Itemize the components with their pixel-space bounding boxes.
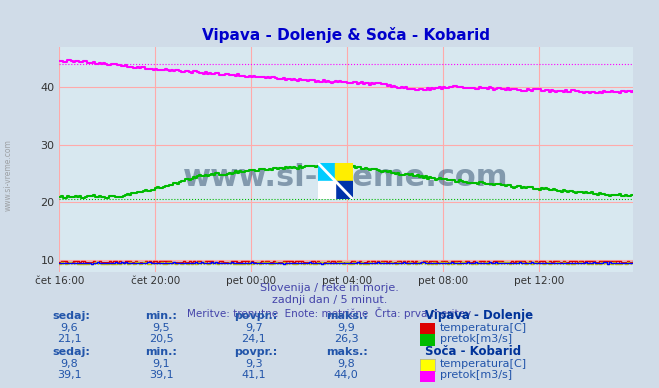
Bar xyxy=(318,181,335,199)
Text: Slovenija / reke in morje.: Slovenija / reke in morje. xyxy=(260,283,399,293)
Text: 9,6: 9,6 xyxy=(61,322,78,333)
Text: temperatura[C]: temperatura[C] xyxy=(440,322,527,333)
Text: www.si-vreme.com: www.si-vreme.com xyxy=(3,139,13,211)
Text: temperatura[C]: temperatura[C] xyxy=(440,359,527,369)
Text: 24,1: 24,1 xyxy=(241,334,266,344)
Text: pretok[m3/s]: pretok[m3/s] xyxy=(440,370,512,380)
Text: Meritve: trenutne  Enote: metrične  Črta: prva meritev: Meritve: trenutne Enote: metrične Črta: … xyxy=(187,307,472,319)
Text: 9,8: 9,8 xyxy=(61,359,78,369)
Text: 21,1: 21,1 xyxy=(57,334,82,344)
Text: min.:: min.: xyxy=(145,347,177,357)
Text: sedaj:: sedaj: xyxy=(53,311,90,321)
Text: Soča - Kobarid: Soča - Kobarid xyxy=(425,345,521,358)
Text: 44,0: 44,0 xyxy=(333,370,358,380)
Text: 39,1: 39,1 xyxy=(149,370,174,380)
Bar xyxy=(335,181,353,199)
Text: sedaj:: sedaj: xyxy=(53,347,90,357)
Text: zadnji dan / 5 minut.: zadnji dan / 5 minut. xyxy=(272,295,387,305)
Text: 39,1: 39,1 xyxy=(57,370,82,380)
Text: www.si-vreme.com: www.si-vreme.com xyxy=(183,163,509,192)
Text: 9,3: 9,3 xyxy=(245,359,262,369)
Text: pretok[m3/s]: pretok[m3/s] xyxy=(440,334,512,344)
Text: maks.:: maks.: xyxy=(326,311,368,321)
Text: 9,7: 9,7 xyxy=(245,322,262,333)
Text: 9,9: 9,9 xyxy=(337,322,355,333)
Text: Vipava - Dolenje: Vipava - Dolenje xyxy=(425,309,533,322)
Bar xyxy=(318,163,335,181)
Bar xyxy=(335,163,353,181)
Text: 9,1: 9,1 xyxy=(153,359,170,369)
Text: povpr.:: povpr.: xyxy=(234,311,277,321)
Text: 9,5: 9,5 xyxy=(153,322,170,333)
Text: 26,3: 26,3 xyxy=(333,334,358,344)
Text: 41,1: 41,1 xyxy=(241,370,266,380)
Text: maks.:: maks.: xyxy=(326,347,368,357)
Text: 20,5: 20,5 xyxy=(149,334,174,344)
Text: 9,8: 9,8 xyxy=(337,359,355,369)
Text: min.:: min.: xyxy=(145,311,177,321)
Text: povpr.:: povpr.: xyxy=(234,347,277,357)
Title: Vipava - Dolenje & Soča - Kobarid: Vipava - Dolenje & Soča - Kobarid xyxy=(202,27,490,43)
